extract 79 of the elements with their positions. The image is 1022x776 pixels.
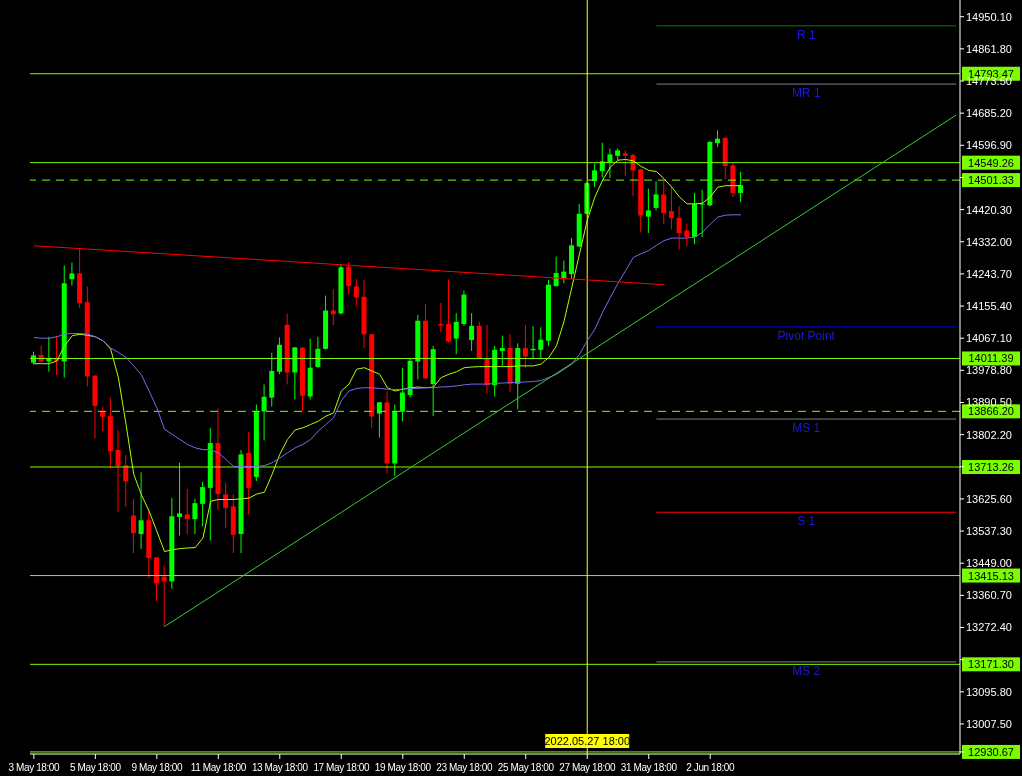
x-tick-label: 23 May 18:00	[436, 762, 493, 773]
ref-line-label: 14501.33	[968, 174, 1014, 187]
ref-line-label: 13171.30	[968, 658, 1014, 671]
y-tick-label: 13802.20	[966, 428, 1012, 441]
candlestick	[561, 260, 567, 284]
ref-line-label: 14011.39	[968, 352, 1014, 365]
y-tick-label: 14596.90	[966, 139, 1012, 152]
candlestick	[177, 462, 183, 537]
y-tick-label: 14685.20	[966, 107, 1012, 120]
candlestick	[223, 482, 229, 529]
candlestick	[138, 471, 144, 550]
series-label: MS 1	[792, 421, 821, 436]
candlestick	[446, 279, 452, 344]
x-tick-label: 11 May 18:00	[190, 762, 247, 773]
y-tick-label: 14332.00	[966, 235, 1012, 248]
candlestick	[184, 488, 190, 535]
candlestick	[522, 324, 528, 369]
ref-line-label: 13415.13	[968, 569, 1014, 582]
candlestick	[200, 481, 206, 527]
candlestick	[661, 180, 667, 225]
y-tick-label: 13360.70	[966, 589, 1012, 602]
y-tick-label: 14950.10	[966, 10, 1012, 23]
series-label: S 1	[797, 514, 816, 529]
candlestick	[607, 148, 613, 179]
candlestick	[192, 498, 198, 535]
candlestick	[684, 223, 690, 247]
ref-line-label: 12930.67	[968, 745, 1014, 758]
candlestick	[130, 498, 136, 554]
candlestick	[668, 185, 674, 230]
x-tick-label: 25 May 18:00	[497, 762, 555, 773]
candlestick	[469, 312, 475, 352]
candlestick	[115, 429, 121, 513]
y-tick-label: 13272.40	[966, 621, 1012, 634]
candlestick	[100, 406, 106, 432]
x-tick-label: 3 May 18:00	[8, 762, 60, 773]
y-tick-label: 13537.30	[966, 524, 1012, 537]
series-label: MR 1	[791, 86, 821, 101]
candlestick	[453, 312, 459, 355]
x-tick-label: 13 May 18:00	[251, 762, 309, 773]
ref-line-label: 14549.26	[968, 156, 1014, 169]
candlestick	[599, 142, 605, 179]
candlestick	[69, 262, 75, 286]
series-label: Pivot Point	[777, 328, 836, 343]
series-label: R 1	[796, 27, 816, 42]
series-label: MS 2	[792, 663, 821, 678]
x-tick-label: 5 May 18:00	[70, 762, 122, 773]
y-tick-label: 14067.10	[966, 332, 1012, 345]
candlestick	[676, 205, 682, 250]
x-tick-label: 9 May 18:00	[131, 762, 183, 773]
candlestick	[622, 149, 628, 177]
x-tick-label: 27 May 18:00	[559, 762, 616, 773]
candlestick	[499, 335, 505, 367]
ref-line-label: 13713.26	[968, 461, 1014, 474]
x-tick-label: 31 May 18:00	[620, 762, 678, 773]
y-tick-label: 14155.40	[966, 299, 1012, 312]
y-tick-label: 13007.50	[966, 717, 1012, 730]
candlestick	[261, 383, 267, 442]
y-tick-label: 14420.30	[966, 203, 1012, 216]
candlestick	[538, 326, 544, 359]
candlestick	[653, 180, 659, 211]
y-tick-label: 13095.80	[966, 685, 1012, 698]
y-tick-label: 14243.70	[966, 267, 1012, 280]
candlestick	[46, 336, 52, 373]
x-tick-label: 17 May 18:00	[313, 762, 371, 773]
candlestick	[376, 401, 382, 439]
y-tick-label: 13449.00	[966, 557, 1012, 570]
ref-line-label: 13866.20	[968, 405, 1014, 418]
x-tick-label: 19 May 18:00	[374, 762, 432, 773]
y-tick-label: 14861.80	[966, 42, 1012, 55]
candlestick	[699, 189, 705, 238]
candlestick	[399, 367, 405, 422]
candlestick	[738, 171, 744, 203]
candlestick	[353, 278, 359, 308]
candlestick	[315, 336, 321, 369]
y-tick-label: 13625.60	[966, 492, 1012, 505]
y-tick-label: 13978.80	[966, 364, 1012, 377]
line-series	[33, 214, 742, 467]
candlestick	[645, 188, 651, 234]
x-tick-label: 2 Jun 18:00	[686, 762, 735, 773]
